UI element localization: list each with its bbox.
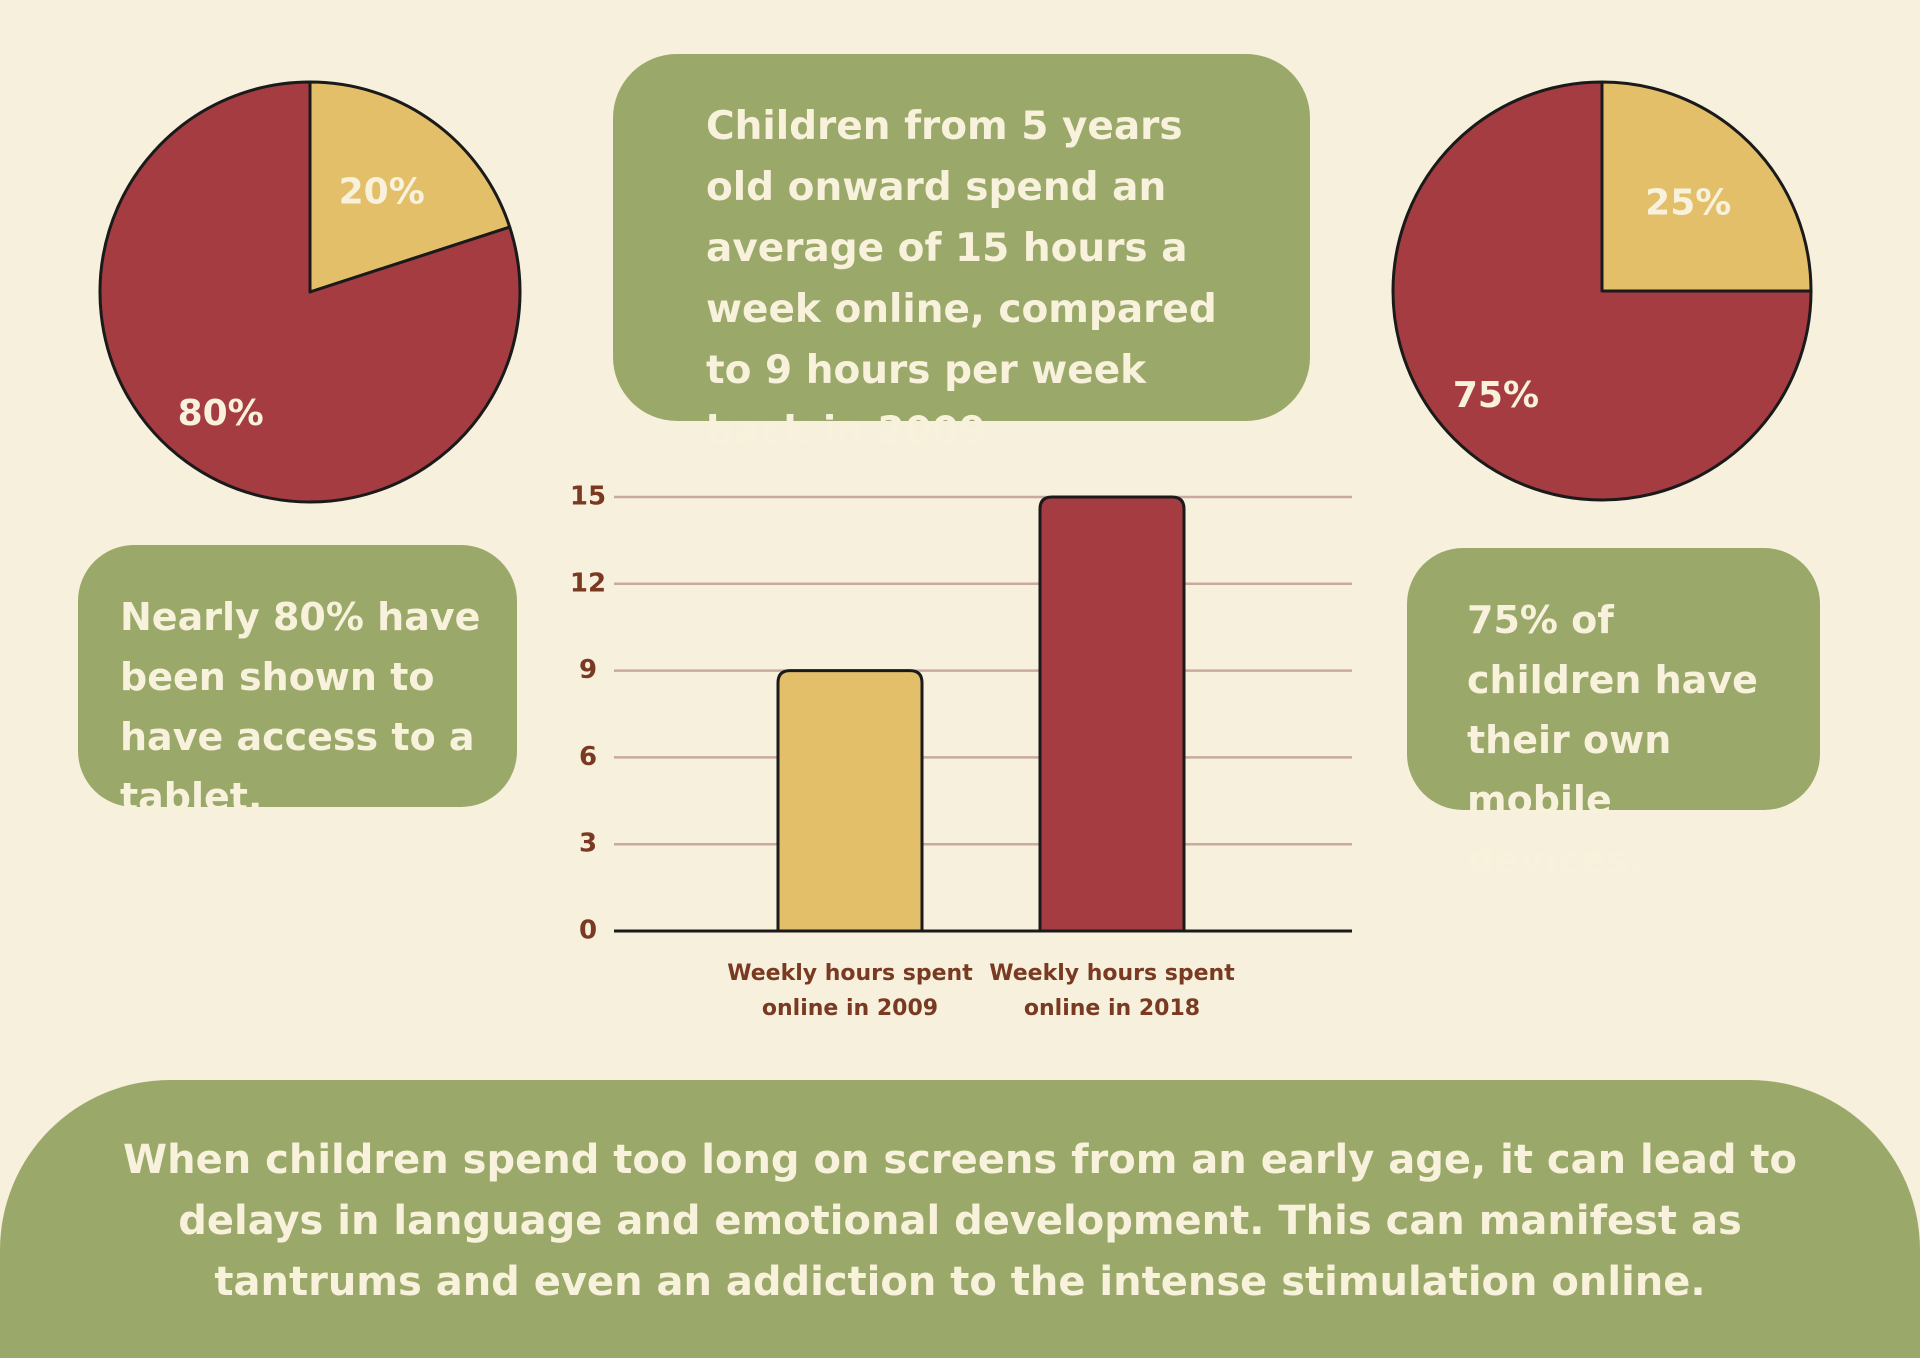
pie-tablet-slice-0 [308, 80, 512, 294]
pie-mobile-slice-0 [1600, 80, 1813, 293]
pie-mobile-slice-label-1: 75% [1453, 375, 1539, 416]
bar-chart-bar-1 [1038, 495, 1186, 933]
info-card-hours: Children from 5 years old onward spend a… [613, 54, 1310, 454]
bar-chart-category-label-1-line-0: Weekly hours spent [989, 961, 1235, 986]
bar-chart-category-label-1-line-1: online in 2018 [1024, 996, 1200, 1021]
footer-card-development-text: When children spend too long on screens … [123, 1137, 1797, 1305]
info-card-tablet: Nearly 80% have been shown to have acces… [78, 545, 517, 819]
bar-chart-ytick-1: 3 [579, 829, 597, 859]
pie-tablet-slice-label-0: 20% [339, 171, 425, 212]
footer-card-development: When children spend too long on screens … [0, 1080, 1920, 1358]
pie-mobile-slice-label-0: 25% [1645, 183, 1731, 224]
info-card-mobile: 75% of children have their own mobile de… [1407, 548, 1820, 882]
pie-mobile-slice-1 [1391, 80, 1813, 502]
pie-tablet-slice-label-1: 80% [178, 393, 264, 434]
bar-chart-weekly-hours: 0 3 6 9 12 15 Weekly hours spent online in 2009… [570, 482, 1352, 1021]
bar-chart-ytick-4: 12 [570, 568, 606, 598]
bar-chart-ytick-3: 9 [579, 655, 597, 685]
bar-chart-category-label-0-line-1: online in 2009 [762, 996, 938, 1021]
bar-chart-ytick-0: 0 [579, 916, 597, 946]
bar-chart-category-label-0-line-0: Weekly hours spent [727, 961, 973, 986]
pie-tablet-slice-1 [98, 80, 522, 504]
pie-chart-mobile: 25% 75% [1391, 80, 1813, 502]
pie-chart-tablet: 20% 80% [98, 80, 522, 504]
bar-chart-ytick-2: 6 [579, 742, 597, 772]
bar-chart-ytick-5: 15 [570, 482, 606, 512]
bar-chart-bar-0 [776, 669, 924, 933]
info-card-hours-text: Children from 5 years old onward spend a… [706, 104, 1217, 454]
info-card-tablet-text: Nearly 80% have been shown to have acces… [120, 595, 481, 819]
info-card-mobile-text: 75% of children have their own mobile de… [1467, 598, 1758, 882]
